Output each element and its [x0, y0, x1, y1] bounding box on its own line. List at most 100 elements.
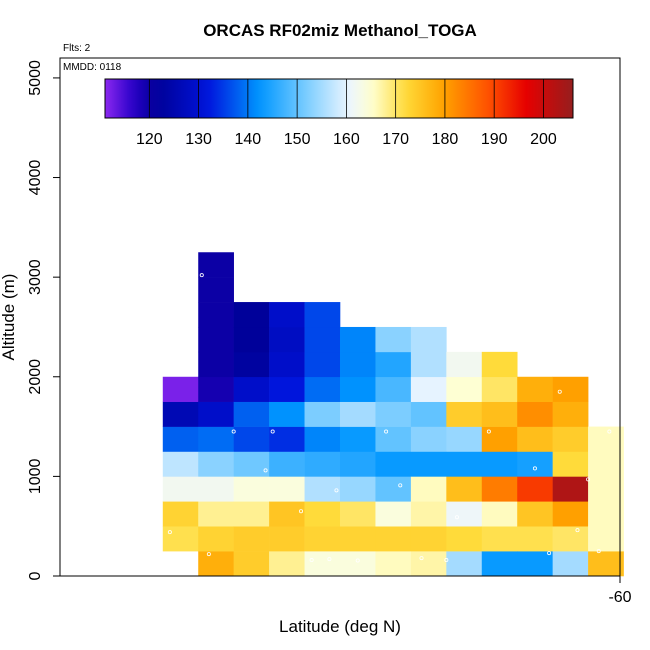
heatmap-cell	[198, 376, 234, 402]
heatmap-cell	[552, 401, 589, 427]
heatmap-cell	[375, 351, 412, 378]
plot-frame	[59, 57, 621, 577]
flights-label: Flts: 2	[63, 43, 91, 54]
heatmap-cell	[552, 501, 589, 527]
heatmap-cell	[446, 501, 483, 527]
heatmap-cell	[198, 252, 234, 278]
heatmap-cell	[340, 326, 376, 353]
sample-point	[299, 509, 304, 514]
heatmap-cell	[304, 476, 341, 502]
heatmap-cell	[481, 351, 518, 378]
heatmap-cell	[588, 451, 624, 477]
heatmap-cell	[340, 501, 376, 527]
heatmap-cell	[198, 476, 234, 502]
heatmap-cell	[162, 451, 199, 477]
chart-title: ORCAS RF02miz Methanol_TOGA	[203, 21, 477, 40]
heatmap-cell	[162, 501, 199, 527]
sample-point	[486, 429, 491, 434]
y-tick-label: 3000	[27, 259, 44, 295]
heatmap-cell	[198, 526, 234, 552]
heatmap-cell	[269, 401, 305, 427]
y-tick-label: 5000	[27, 60, 44, 96]
heatmap-cell	[517, 376, 553, 402]
colorbar-tick-label: 170	[382, 131, 409, 148]
heatmap-cell	[198, 401, 234, 427]
heatmap-cell	[481, 376, 518, 402]
heatmap-cell	[375, 501, 412, 527]
sample-point	[547, 551, 552, 556]
sample-point	[444, 558, 449, 563]
heatmap-cell	[304, 351, 341, 378]
heatmap-cell	[162, 401, 199, 427]
sample-point	[231, 429, 236, 434]
heatmap-cell	[375, 401, 412, 427]
y-axis-label: Altitude (m)	[0, 274, 18, 361]
heatmap-cell	[162, 426, 199, 452]
sample-point	[192, 557, 197, 562]
heatmap-cell	[446, 401, 483, 427]
heatmap-cell	[304, 401, 341, 427]
heatmap-cell	[375, 526, 412, 552]
heatmap-cell	[552, 451, 589, 477]
heatmap-cell	[233, 426, 270, 452]
sample-point	[454, 515, 459, 520]
heatmap-cell	[304, 451, 341, 477]
heatmap-cell	[410, 526, 447, 552]
heatmap-cell	[162, 376, 199, 402]
heatmap-cell	[481, 451, 518, 477]
heatmap-cell	[552, 526, 589, 552]
heatmap-cell	[446, 376, 483, 402]
heatmap-cell	[269, 526, 305, 552]
heatmap-cell	[269, 451, 305, 477]
heatmap-cell	[198, 501, 234, 527]
heatmap-cell	[446, 526, 483, 552]
heatmap-cell	[304, 302, 341, 328]
colorbar-tick-label: 160	[333, 131, 360, 148]
sample-point	[557, 389, 562, 394]
heatmap-cell	[340, 551, 376, 577]
heatmap-cell	[410, 476, 447, 502]
heatmap-cell	[517, 526, 553, 552]
sample-point	[586, 477, 591, 482]
heatmap-cell	[198, 351, 234, 378]
heatmap-cell	[233, 526, 270, 552]
heatmap-cell	[481, 551, 518, 577]
heatmap-cell	[552, 426, 589, 452]
heatmap-cell	[375, 376, 412, 402]
heatmap-cell	[340, 451, 376, 477]
heatmap-cell	[517, 551, 553, 577]
heatmap-cell	[269, 476, 305, 502]
heatmap-cell	[410, 551, 447, 577]
heatmap-cell	[375, 476, 412, 502]
sample-point	[384, 429, 389, 434]
heatmap-cell	[410, 451, 447, 477]
heatmap-cell	[552, 551, 589, 577]
heatmap-cell	[588, 551, 624, 577]
colorbar-tick-label: 130	[185, 131, 212, 148]
heatmap-cell	[269, 326, 305, 353]
heatmap-cell	[304, 526, 341, 552]
y-tick-label: 4000	[27, 160, 44, 196]
heatmap-cell	[481, 426, 518, 452]
heatmap-cell	[410, 326, 447, 353]
y-tick-label: 1000	[27, 458, 44, 494]
heatmap-cell	[481, 476, 518, 502]
heatmap-cell	[269, 501, 305, 527]
heatmap-cell	[446, 476, 483, 502]
heatmap-cell	[269, 351, 305, 378]
heatmap-cell	[481, 401, 518, 427]
x-axis-label: Latitude (deg N)	[279, 617, 401, 636]
sample-point	[327, 557, 332, 562]
colorbar-gradient	[104, 78, 574, 119]
heatmap-cell	[162, 476, 199, 502]
heatmap-cell	[375, 551, 412, 577]
heatmap-cell	[233, 476, 270, 502]
sample-point	[532, 466, 537, 471]
heatmap-cell	[198, 551, 234, 577]
heatmap-cell	[269, 426, 305, 452]
heatmap-cell	[517, 501, 553, 527]
colorbar-tick-label: 190	[481, 131, 508, 148]
heatmap-cell	[410, 401, 447, 427]
heatmap-cell	[198, 426, 234, 452]
sample-point	[199, 273, 204, 278]
